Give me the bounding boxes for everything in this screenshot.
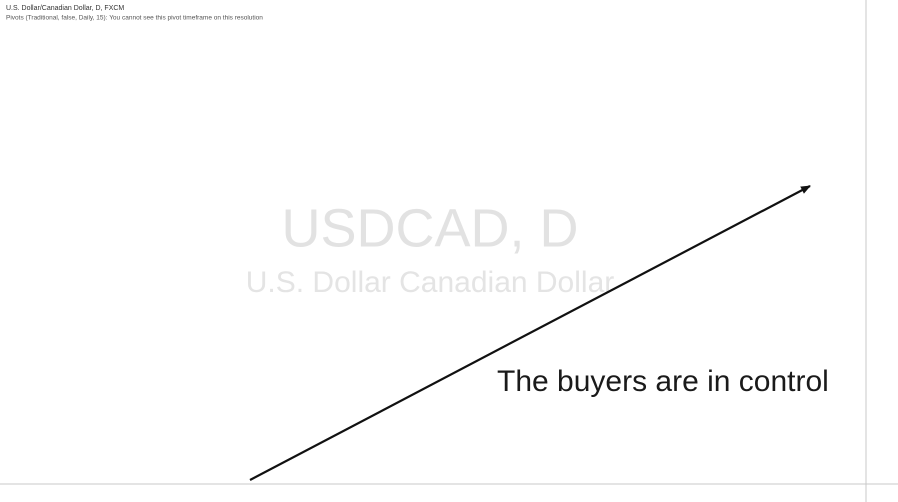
watermark: USDCAD, D <box>281 198 578 258</box>
annotation: The buyers are in control <box>497 365 829 398</box>
chart-subtitle: Pivots (Traditional, false, Daily, 15): … <box>6 15 263 22</box>
chart-title: U.S. Dollar/Canadian Dollar, D, FXCM <box>6 5 124 12</box>
trend-arrow <box>249 185 811 481</box>
watermark-subtitle: U.S. Dollar Canadian Dollar <box>246 266 615 299</box>
